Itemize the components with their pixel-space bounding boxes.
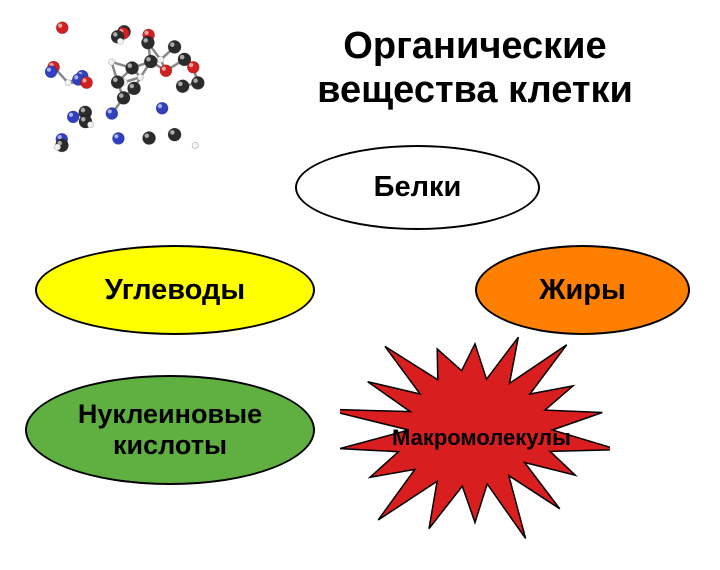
page-title-text: Органические вещества клетки [317, 25, 633, 111]
page-title: Органические вещества клетки [250, 25, 700, 112]
molecule-illustration [20, 10, 225, 170]
molecule-svg [20, 10, 225, 170]
ellipse-carbohydrates: Углеводы [35, 245, 315, 335]
ellipse-label-proteins: Белки [364, 171, 472, 204]
ellipse-label-carbohydrates: Углеводы [95, 274, 255, 307]
starburst-label: Макромолекулы [392, 425, 571, 451]
ellipse-label-nucleic-acids: Нуклеиновые кислоты [27, 399, 313, 461]
starburst-label-text: Макромолекулы [392, 425, 571, 450]
ellipse-proteins: Белки [295, 145, 540, 230]
ellipse-nucleic-acids: Нуклеиновые кислоты [25, 375, 315, 485]
